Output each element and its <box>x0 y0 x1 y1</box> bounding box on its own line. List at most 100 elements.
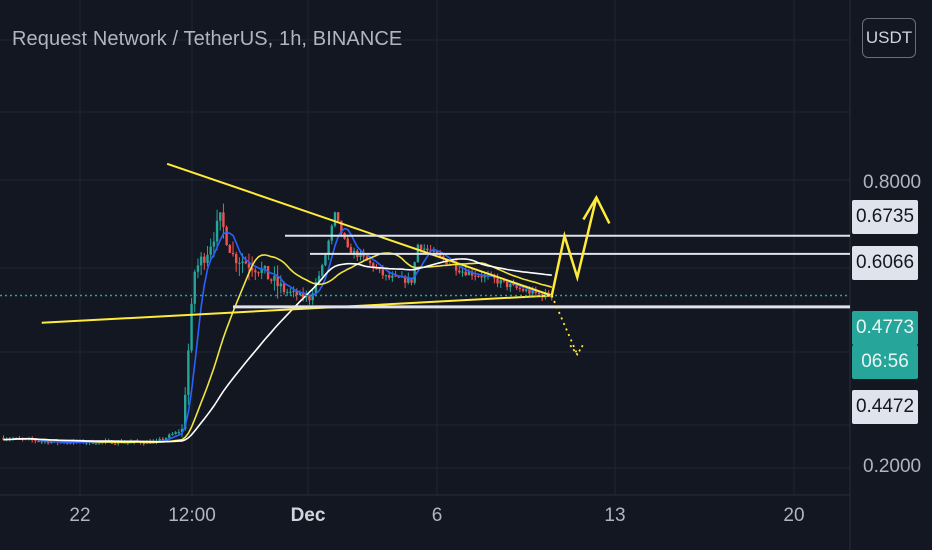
candle-body <box>203 256 206 263</box>
candle-body <box>219 212 222 221</box>
candle-body <box>521 288 525 291</box>
candle-body <box>352 250 356 255</box>
candle-body <box>37 441 40 443</box>
candle-body <box>225 226 228 246</box>
candle-body <box>336 212 340 221</box>
candle-body <box>257 272 260 274</box>
candle-body <box>317 275 321 283</box>
candle-body <box>305 295 308 298</box>
candle-body <box>199 256 203 266</box>
candle-body <box>43 441 47 443</box>
candle-body <box>238 262 241 264</box>
candle-body <box>330 225 334 241</box>
candle-body <box>311 293 314 301</box>
candle-body <box>279 283 283 287</box>
candle-body <box>502 280 506 282</box>
candle-body <box>410 277 413 283</box>
candle-body <box>69 442 72 444</box>
candle-body <box>50 441 53 444</box>
candle-body <box>499 280 502 284</box>
candle-body <box>480 276 483 278</box>
candle-body <box>231 252 235 255</box>
drawings <box>0 162 850 356</box>
candle-body <box>250 267 254 271</box>
candle-body <box>394 275 397 277</box>
candle-body <box>518 287 522 289</box>
candle-body <box>438 253 442 257</box>
price-label-current: 0.4773 <box>852 311 918 345</box>
candle-body <box>349 247 353 255</box>
candle-body <box>244 261 247 264</box>
candle-body <box>209 246 212 255</box>
candle-body <box>464 271 467 276</box>
candle-body <box>171 434 174 436</box>
candle-body <box>387 275 391 278</box>
candle-body <box>254 270 257 273</box>
candle-body <box>94 443 98 445</box>
candle-body <box>263 266 267 269</box>
candle-body <box>426 248 429 251</box>
candle-body <box>461 271 464 273</box>
candle-body <box>260 268 263 274</box>
candle-body <box>183 394 187 429</box>
candle-body <box>206 254 209 263</box>
candle-body <box>158 439 161 441</box>
candle-body <box>515 284 518 288</box>
x-tick-label: 20 <box>783 505 805 526</box>
moving-averages <box>3 227 553 444</box>
ascending-trendline <box>41 294 552 324</box>
ma-fast-line <box>3 227 553 444</box>
candle-body <box>113 443 117 445</box>
candle-body <box>212 241 216 247</box>
candle-body <box>168 434 171 438</box>
candle-body <box>435 250 439 254</box>
x-tick-label: 6 <box>431 505 443 526</box>
candle-body <box>301 292 305 298</box>
candle-body <box>222 212 225 227</box>
candle-body <box>193 271 196 304</box>
x-tick-label: Dec <box>290 505 326 526</box>
candle-body <box>180 428 184 433</box>
candle-body <box>295 291 298 296</box>
candle-body <box>512 284 515 286</box>
x-tick-label: 13 <box>604 505 626 526</box>
candle-body <box>142 443 145 445</box>
candle-body <box>496 278 499 284</box>
candle-body <box>85 442 88 444</box>
candle-body <box>273 275 276 281</box>
candle-body <box>161 439 165 441</box>
projection-up-arrowhead <box>582 194 611 225</box>
candle-body <box>177 432 181 434</box>
candle-body <box>2 437 5 440</box>
candle-body <box>228 245 232 253</box>
candle-body <box>270 279 273 281</box>
candle-body <box>333 212 337 226</box>
x-tick-label: 22 <box>69 505 91 526</box>
candle-body <box>266 266 270 280</box>
candle-body <box>34 440 37 442</box>
projection-down-path <box>550 295 579 355</box>
candle-body <box>174 432 177 435</box>
candle-body <box>215 220 219 242</box>
price-label-support: 0.4472 <box>852 390 918 424</box>
descending-trendline <box>166 162 553 297</box>
price-label-resistance-mid: 0.6066 <box>852 246 918 280</box>
candle-body <box>381 269 385 276</box>
candle-body <box>324 255 327 266</box>
candle-body <box>419 244 423 250</box>
candle-body <box>477 275 480 277</box>
candle-body <box>285 291 289 293</box>
grid <box>0 0 851 550</box>
candle-body <box>528 289 531 294</box>
projection-down-arrowhead <box>569 343 585 356</box>
candle-body <box>368 260 372 264</box>
candle-body <box>423 248 426 250</box>
candle-body <box>509 284 512 288</box>
candle-body <box>375 268 378 270</box>
candle-body <box>483 275 487 278</box>
currency-button[interactable]: USDT <box>862 18 916 58</box>
candle-body <box>276 275 279 287</box>
candle-body <box>190 303 193 351</box>
price-label-resistance-high: 0.6735 <box>852 200 918 234</box>
